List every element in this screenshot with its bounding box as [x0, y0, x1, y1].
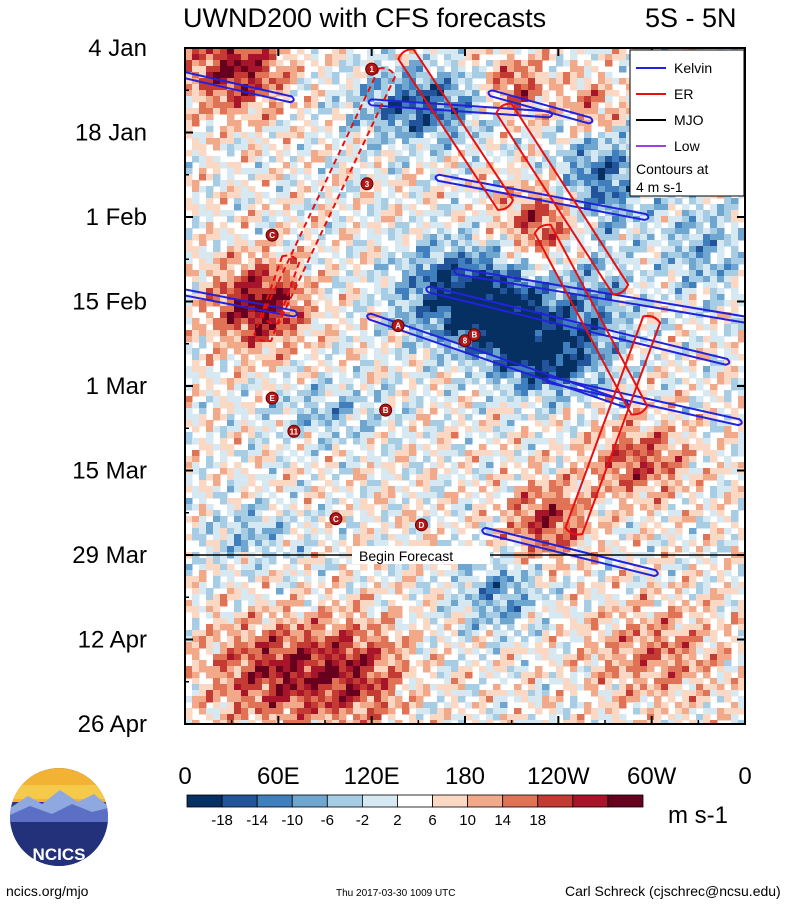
storm-marker: C: [265, 228, 279, 242]
colorbar-label: -2: [356, 812, 369, 829]
colorbar-label: -18: [211, 812, 233, 829]
colorbar-bin: [572, 794, 609, 808]
y-tick-label: 12 Apr: [78, 627, 147, 654]
er-contour: [533, 223, 649, 416]
x-tick-label: 60E: [257, 763, 300, 790]
wave-contours: [185, 48, 745, 578]
colorbar-bin: [607, 794, 644, 808]
storm-label: 3: [365, 180, 370, 189]
storm-label: B: [471, 331, 477, 340]
y-tick-label: 18 Jan: [75, 120, 147, 147]
x-tick-label: 120W: [527, 763, 590, 790]
legend-note-line2: 4 m s-1: [636, 179, 683, 195]
x-tick-label: 180: [445, 763, 485, 790]
region-label: 5S - 5N: [645, 3, 737, 33]
colorbar-unit: m s-1: [668, 802, 728, 829]
kelvin-contour: [453, 267, 745, 324]
colorbar-label: 10: [459, 812, 476, 829]
colorbar-bin: [467, 794, 504, 808]
storm-marker: 8: [458, 334, 472, 348]
storm-label: C: [269, 231, 275, 240]
ncics-logo: NCICS: [10, 768, 108, 866]
colorbar: -18 -14 -10 -6 -2 2 6 10 14 18: [186, 794, 644, 829]
y-tick-label: 15 Feb: [72, 289, 147, 316]
storm-marker: C: [329, 512, 343, 526]
legend-box: [629, 49, 745, 197]
colorbar-label: 6: [428, 812, 436, 829]
storm-label: 11: [290, 427, 299, 436]
legend: Kelvin ER MJO Low Contours at 4 m s-1: [629, 49, 745, 197]
colorbar-bin: [537, 794, 574, 808]
storm-label: B: [383, 406, 389, 415]
axis-ticks: 4 Jan 18 Jan 1 Feb 15 Feb 1 Mar 15 Mar 29 Mar 1…: [72, 35, 751, 790]
y-tick-label: 15 Mar: [72, 458, 147, 485]
kelvin-contour: [487, 89, 594, 125]
er-contour: [253, 254, 301, 343]
colorbar-label: 2: [393, 812, 401, 829]
x-tick-label: 0: [738, 763, 751, 790]
er-contour: [495, 102, 630, 296]
storm-label: 8: [463, 337, 468, 346]
forecast-label-bg: [352, 546, 490, 564]
colorbar-bin: [256, 794, 293, 808]
storm-marker: 1: [365, 62, 379, 76]
footer-timestamp: Thu 2017-03-30 1009 UTC: [336, 888, 456, 899]
x-tick-label: 60W: [627, 763, 677, 790]
kelvin-contour: [545, 376, 743, 427]
colorbar-bin: [291, 794, 328, 808]
forecast-label: Begin Forecast: [359, 548, 453, 564]
legend-label-kelvin: Kelvin: [674, 60, 712, 76]
colorbar-label: -10: [281, 812, 303, 829]
x-tick-label: 0: [178, 763, 191, 790]
legend-label-low: Low: [674, 138, 701, 154]
kelvin-contour: [481, 526, 659, 578]
colorbar-label: -14: [246, 812, 268, 829]
er-contour: [261, 67, 397, 325]
y-tick-label: 1 Mar: [86, 373, 147, 400]
kelvin-contour: [185, 288, 298, 318]
colorbar-bin: [326, 794, 363, 808]
storm-marker: D: [414, 518, 428, 532]
kelvin-contour: [425, 285, 731, 366]
x-tick-label: 120E: [344, 763, 400, 790]
storm-marker: B: [467, 328, 481, 342]
storm-label: 1: [369, 65, 374, 74]
colorbar-bin: [186, 794, 223, 808]
storm-marker: E: [265, 391, 279, 405]
storm-marker: 11: [287, 424, 301, 438]
colorbar-bin: [432, 794, 469, 808]
colorbar-bin: [502, 794, 539, 808]
footer-author: Carl Schreck (cjschrec@ncsu.edu): [565, 883, 781, 899]
colorbar-label: 18: [529, 812, 546, 829]
storm-label: C: [333, 515, 339, 524]
kelvin-contour: [185, 71, 295, 104]
colorbar-bin: [361, 794, 398, 808]
footer-site: ncics.org/mjo: [6, 883, 89, 899]
logo-text: NCICS: [33, 845, 86, 864]
storm-marker: B: [379, 403, 393, 417]
colorbar-bin: [221, 794, 258, 808]
y-tick-label: 4 Jan: [88, 35, 147, 62]
legend-label-mjo: MJO: [674, 112, 704, 128]
storm-marker: 3: [360, 177, 374, 191]
storm-marker: A: [391, 319, 405, 333]
legend-label-er: ER: [674, 86, 693, 102]
colorbar-label: -6: [321, 812, 334, 829]
storm-label: A: [395, 322, 401, 331]
storm-label: D: [419, 521, 425, 530]
kelvin-contour: [434, 173, 650, 221]
chart-title: UWND200 with CFS forecasts: [183, 3, 546, 33]
y-tick-label: 1 Feb: [86, 204, 147, 231]
storm-label: E: [269, 394, 275, 403]
er-contour: [397, 48, 515, 211]
y-tick-label: 29 Mar: [72, 542, 147, 569]
colorbar-label: 14: [494, 812, 511, 829]
legend-note-line1: Contours at: [636, 161, 708, 177]
y-tick-label: 26 Apr: [78, 711, 147, 738]
er-contour: [564, 314, 662, 536]
colorbar-bin: [397, 794, 433, 808]
